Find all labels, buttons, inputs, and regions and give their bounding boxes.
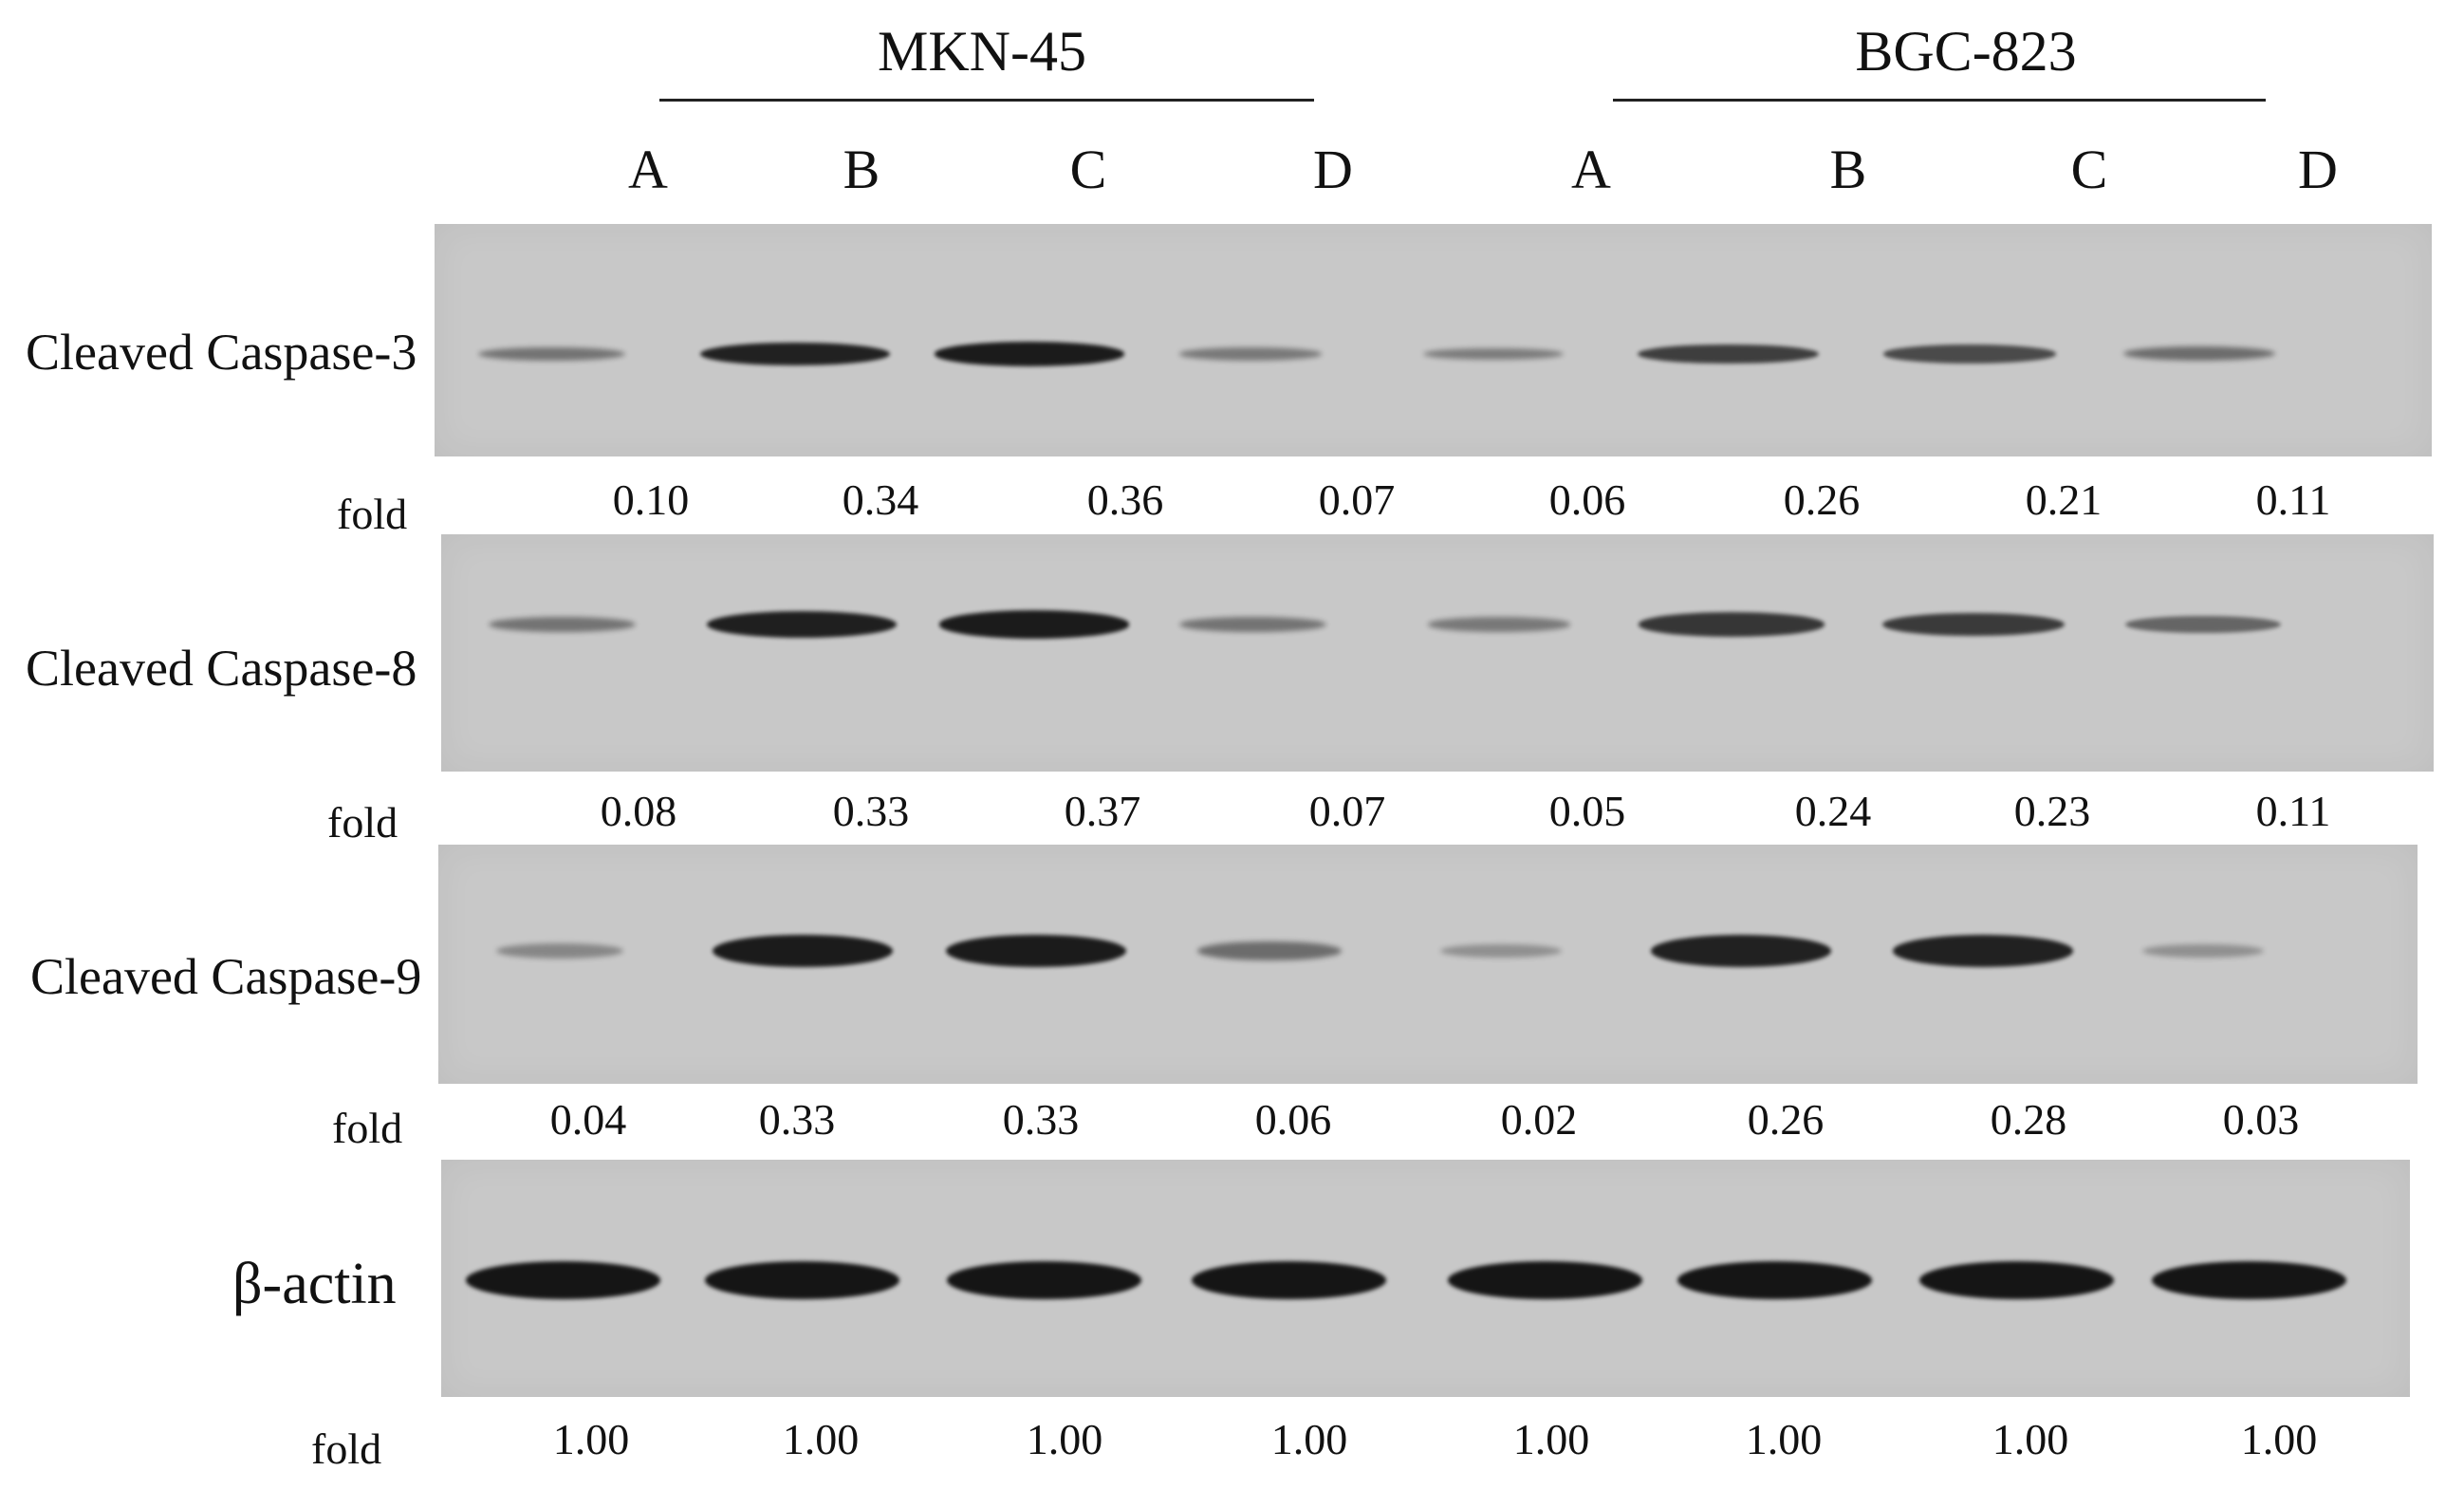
blot-caspase8 [441,534,2434,772]
band [704,1261,899,1299]
band [707,610,897,639]
fold-value: 0.03 [2222,1095,2300,1144]
lane-label: B [843,139,880,200]
fold-value: 0.37 [1064,787,1141,835]
band [939,610,1129,639]
fold-value: 0.06 [1254,1095,1332,1144]
fold-value: 1.00 [1745,1415,1823,1463]
fold-value: 0.07 [1318,475,1396,524]
fold-value: 0.34 [842,475,919,524]
fold-value: 0.08 [600,787,677,835]
band [1439,943,1563,959]
fold-label: fold [337,490,408,538]
fold-value: 0.26 [1747,1095,1825,1144]
fold-value: 0.11 [2255,475,2331,524]
lane-label: C [1069,139,1107,200]
fold-value: 0.02 [1500,1095,1578,1144]
lane-label: A [1571,139,1611,200]
group-line-mkn45 [659,99,1314,102]
band [1427,617,1571,632]
band [1881,612,2066,637]
band [2123,346,2275,362]
band [1651,935,1831,967]
fold-value: 0.04 [549,1095,627,1144]
band [1197,940,1342,961]
fold-value: 0.06 [1548,475,1626,524]
fold-label: fold [311,1424,382,1473]
fold-value: 0.23 [2013,787,2091,835]
band [1423,347,1564,361]
fold-value: 1.00 [2240,1415,2318,1463]
band [713,934,893,968]
band [1637,344,1819,364]
lane-label: D [2298,139,2338,200]
blot-label-caspase8: Cleaved Caspase-8 [26,640,417,697]
band [946,934,1126,968]
blot-caspase3 [435,224,2432,456]
fold-value: 1.00 [1512,1415,1590,1463]
fold-value: 1.00 [1992,1415,2069,1463]
fold-value: 0.33 [758,1095,836,1144]
fold-value: 0.33 [832,787,910,835]
group-line-bgc823 [1613,99,2266,102]
fold-value: 0.05 [1548,787,1626,835]
blot-label-caspase3: Cleaved Caspase-3 [26,324,417,381]
group-label-bgc823: BGC-823 [1855,20,2077,83]
band [2141,943,2265,959]
band [477,346,625,362]
band [1178,347,1323,361]
fold-value: 1.00 [1270,1415,1348,1463]
band [1883,344,2056,363]
fold-value: 0.10 [612,475,690,524]
band [1918,1261,2114,1299]
fold-value: 0.26 [1783,475,1861,524]
band [700,342,890,366]
band [1893,935,2073,967]
band [2151,1261,2346,1299]
band [935,342,1124,366]
band [488,616,636,633]
band [1639,612,1825,637]
fold-value: 0.24 [1794,787,1872,835]
band [946,1261,1141,1299]
lane-label: C [2070,139,2108,200]
lane-label: A [628,139,668,200]
fold-label: fold [332,1104,403,1152]
band [1178,616,1326,633]
lane-label: B [1829,139,1867,200]
blot-label-caspase9: Cleaved Caspase-9 [30,948,422,1005]
group-label-mkn45: MKN-45 [878,20,1086,83]
fold-value: 1.00 [1026,1415,1103,1463]
fold-label: fold [327,798,398,847]
fold-value: 0.11 [2255,787,2331,835]
fold-value: 0.28 [1990,1095,2067,1144]
fold-value: 0.07 [1308,787,1386,835]
band [1191,1261,1386,1299]
band [1447,1261,1642,1299]
blot-label-actin: β-actin [232,1252,397,1316]
fold-value: 0.33 [1002,1095,1080,1144]
fold-value: 0.36 [1086,475,1164,524]
lane-label: D [1313,139,1353,200]
band [465,1261,660,1299]
fold-value: 1.00 [552,1415,630,1463]
fold-value: 0.21 [2025,475,2103,524]
band [2125,615,2281,634]
fold-value: 1.00 [782,1415,860,1463]
blot-actin [441,1160,2410,1397]
blot-caspase9 [438,845,2418,1084]
band [1677,1261,1872,1299]
band [495,942,624,959]
